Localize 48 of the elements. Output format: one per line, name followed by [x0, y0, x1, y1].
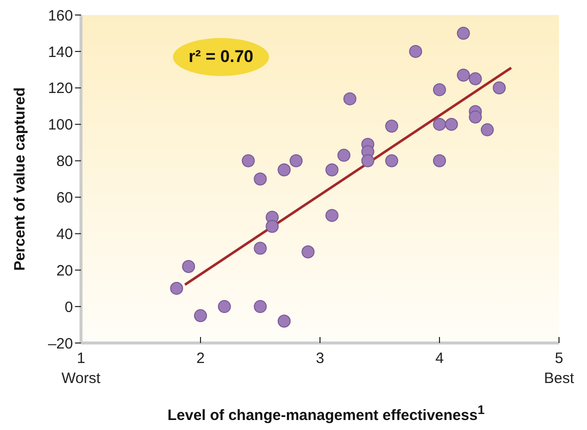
x-tick-label: 2 [196, 350, 205, 367]
point [468, 72, 482, 86]
y-tick-label: 0 [64, 298, 73, 316]
y-tick-label: 40 [56, 226, 73, 243]
x-tick-label: 5 Best [544, 350, 575, 387]
point [409, 44, 422, 58]
point [254, 242, 267, 255]
point [242, 154, 255, 168]
point [433, 154, 446, 168]
point [444, 118, 458, 131]
point [266, 220, 279, 233]
point [254, 172, 267, 186]
point [456, 68, 470, 82]
y-tick-label: 140 [48, 44, 73, 61]
point [194, 309, 207, 322]
point [492, 81, 506, 94]
y-tick-label: 20 [56, 262, 73, 280]
y-tick-label: –20 [48, 335, 73, 352]
point [325, 163, 338, 176]
point [325, 208, 338, 222]
point [337, 148, 350, 162]
y-tick-label: 60 [56, 190, 73, 207]
y-tick-label: 120 [48, 80, 73, 98]
point [433, 83, 446, 96]
point [218, 300, 231, 314]
point [385, 154, 398, 168]
y-tick-label: 160 [48, 7, 73, 24]
point [433, 118, 446, 131]
point [170, 282, 184, 295]
point [278, 314, 291, 328]
x-tick-label: 3 [316, 350, 324, 367]
x-axis-title: Level of change-management effectiveness$^{1}$ [166, 403, 486, 424]
x-tick-label: 1 Worst [62, 350, 102, 387]
point [302, 245, 315, 258]
point [385, 120, 398, 133]
y-axis-title: Percent of value captured [11, 87, 28, 271]
point [343, 92, 356, 106]
point [290, 154, 303, 168]
point [361, 154, 374, 168]
point [278, 163, 291, 176]
point [182, 260, 196, 273]
y-tick-label: 80 [56, 153, 73, 170]
point [456, 26, 470, 40]
point [468, 110, 482, 124]
x-tick-label: 4 [435, 350, 444, 367]
y-tick-label: 100 [48, 116, 73, 134]
point [254, 300, 267, 314]
point [480, 123, 494, 136]
